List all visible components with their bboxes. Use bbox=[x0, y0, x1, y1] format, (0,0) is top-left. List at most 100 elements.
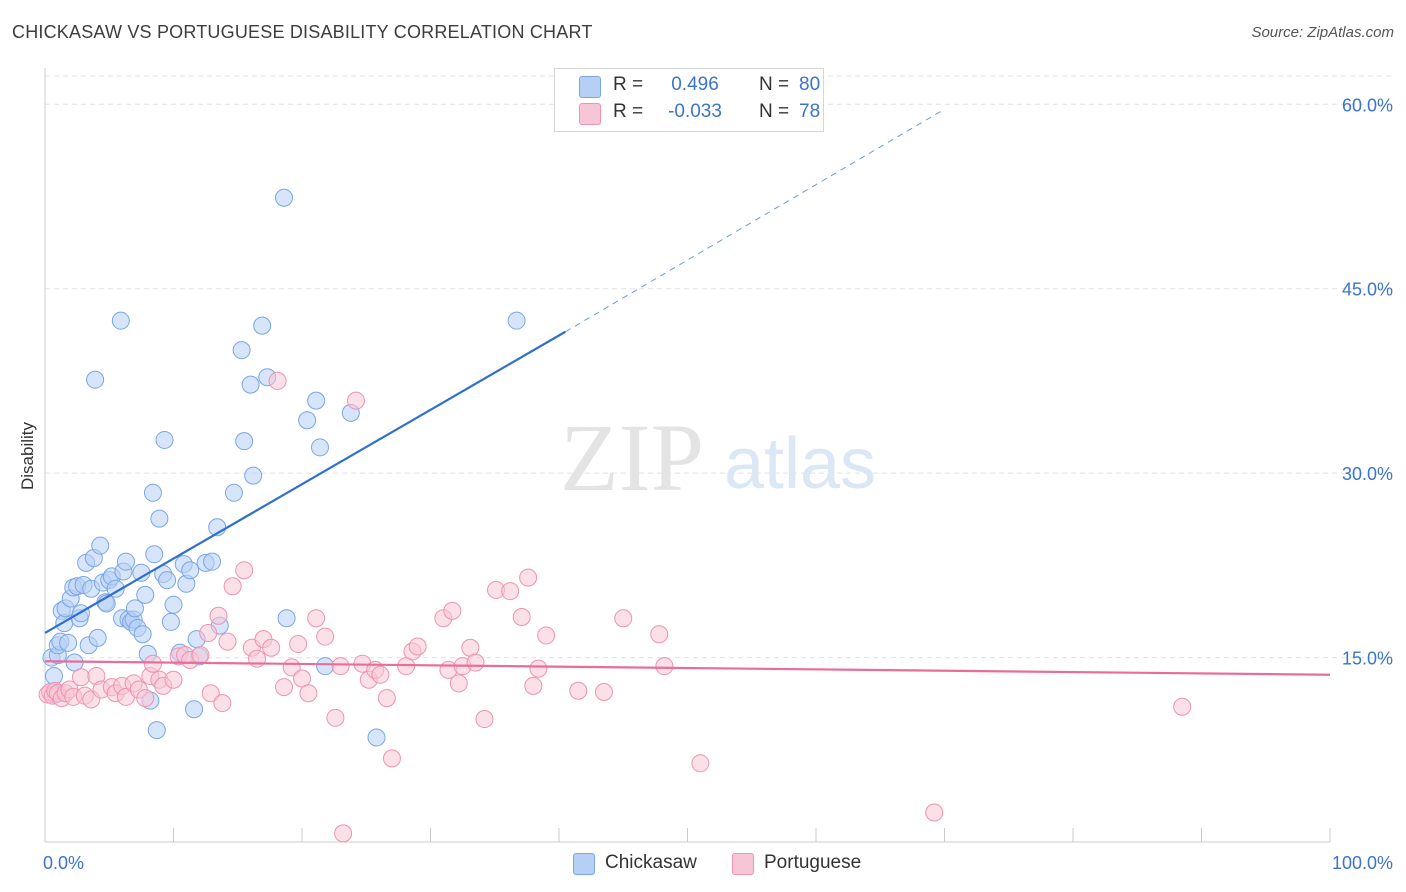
data-point-portuguese bbox=[524, 676, 543, 695]
data-point-portuguese bbox=[164, 670, 183, 689]
data-point-portuguese bbox=[136, 689, 155, 708]
data-point-portuguese bbox=[191, 646, 210, 665]
data-point-portuguese bbox=[299, 684, 318, 703]
r-value: 0.496 bbox=[671, 74, 719, 95]
r-label: R = bbox=[613, 101, 644, 122]
data-point-portuguese bbox=[475, 710, 494, 729]
data-point-chickasaw bbox=[181, 561, 200, 580]
data-point-chickasaw bbox=[203, 552, 222, 571]
data-point-chickasaw bbox=[164, 595, 183, 614]
data-point-chickasaw bbox=[298, 411, 317, 430]
stats-swatch-portuguese bbox=[579, 103, 601, 125]
data-point-portuguese bbox=[537, 626, 556, 645]
n-value: 78 bbox=[799, 101, 821, 122]
data-point-portuguese bbox=[248, 649, 267, 668]
data-point-portuguese bbox=[201, 684, 220, 703]
data-point-portuguese bbox=[268, 371, 287, 390]
data-point-chickasaw bbox=[133, 625, 152, 644]
watermark-zip: ZIP bbox=[560, 404, 704, 511]
stats-box: R = 0.496 N = 80 R = -0.033 N = 78 bbox=[554, 68, 824, 132]
data-point-chickasaw bbox=[59, 633, 78, 652]
data-point-chickasaw bbox=[116, 552, 135, 571]
r-label: R = bbox=[613, 74, 644, 95]
data-point-chickasaw bbox=[136, 585, 155, 604]
data-point-portuguese bbox=[512, 607, 531, 626]
data-point-portuguese bbox=[307, 609, 326, 628]
data-point-portuguese bbox=[143, 654, 162, 673]
data-point-portuguese bbox=[443, 601, 462, 620]
data-point-chickasaw bbox=[307, 391, 326, 410]
source-label: Source: ZipAtlas.com bbox=[1251, 24, 1394, 41]
data-point-chickasaw bbox=[275, 188, 294, 207]
tick-labels: 15.0% 30.0% 45.0% 60.0% 0.0% 100.0% bbox=[43, 95, 1393, 873]
legend-swatch-chickasaw bbox=[573, 853, 595, 875]
data-point-chickasaw bbox=[507, 311, 526, 330]
data-point-chickasaw bbox=[316, 657, 335, 676]
data-point-chickasaw bbox=[150, 509, 169, 528]
data-point-portuguese bbox=[691, 754, 710, 773]
data-point-portuguese bbox=[213, 694, 232, 713]
data-point-portuguese bbox=[334, 824, 353, 843]
data-points bbox=[38, 188, 1192, 843]
data-point-portuguese bbox=[650, 625, 669, 644]
trend-line-chickasaw bbox=[44, 330, 566, 634]
data-point-portuguese bbox=[519, 568, 538, 587]
trend-lines bbox=[44, 108, 1331, 676]
data-point-portuguese bbox=[569, 681, 588, 700]
legend-swatch-portuguese bbox=[732, 853, 754, 875]
data-point-portuguese bbox=[614, 609, 633, 628]
data-point-portuguese bbox=[262, 638, 281, 657]
data-point-portuguese bbox=[316, 627, 335, 646]
n-label: N = bbox=[759, 101, 790, 122]
legend-label-portuguese: Portuguese bbox=[764, 852, 862, 873]
r-value: -0.033 bbox=[668, 101, 722, 122]
data-point-chickasaw bbox=[235, 432, 254, 451]
data-point-portuguese bbox=[371, 665, 390, 684]
data-point-chickasaw bbox=[125, 599, 144, 618]
x-tick-label: 100.0% bbox=[1332, 853, 1393, 873]
data-point-chickasaw bbox=[147, 721, 166, 740]
y-tick-label: 60.0% bbox=[1342, 95, 1393, 115]
data-point-chickasaw bbox=[158, 571, 177, 590]
y-tick-label: 15.0% bbox=[1342, 649, 1393, 669]
watermark: ZIP atlas bbox=[560, 404, 876, 511]
stats-swatch-chickasaw bbox=[579, 76, 601, 98]
n-value: 80 bbox=[799, 74, 821, 95]
n-label: N = bbox=[759, 74, 790, 95]
data-point-portuguese bbox=[289, 635, 308, 654]
data-point-chickasaw bbox=[106, 579, 125, 598]
data-point-portuguese bbox=[529, 659, 548, 678]
y-tick-label: 30.0% bbox=[1342, 464, 1393, 484]
data-point-portuguese bbox=[223, 577, 242, 596]
data-point-chickasaw bbox=[310, 438, 329, 457]
data-point-portuguese bbox=[346, 391, 365, 410]
data-point-portuguese bbox=[275, 678, 294, 697]
data-point-chickasaw bbox=[155, 430, 174, 449]
data-point-chickasaw bbox=[367, 728, 386, 747]
data-point-chickasaw bbox=[86, 370, 105, 389]
data-point-portuguese bbox=[326, 708, 345, 727]
data-point-chickasaw bbox=[224, 483, 243, 502]
data-point-chickasaw bbox=[185, 700, 204, 719]
data-point-chickasaw bbox=[253, 316, 272, 335]
data-point-portuguese bbox=[449, 674, 468, 693]
data-point-chickasaw bbox=[232, 341, 251, 360]
watermark-atlas: atlas bbox=[724, 424, 876, 504]
data-point-portuguese bbox=[1173, 697, 1192, 716]
data-point-portuguese bbox=[466, 653, 485, 672]
y-axis-label: Disability bbox=[18, 421, 37, 491]
axes bbox=[44, 68, 1331, 843]
data-point-portuguese bbox=[218, 632, 237, 651]
data-point-chickasaw bbox=[111, 311, 130, 330]
data-point-portuguese bbox=[594, 682, 613, 701]
data-point-portuguese bbox=[382, 749, 401, 768]
data-point-portuguese bbox=[199, 623, 218, 642]
data-point-portuguese bbox=[331, 657, 350, 676]
data-point-chickasaw bbox=[241, 375, 260, 394]
data-point-chickasaw bbox=[277, 609, 296, 628]
data-point-chickasaw bbox=[88, 628, 107, 647]
data-point-portuguese bbox=[655, 657, 674, 676]
data-point-chickasaw bbox=[91, 536, 110, 555]
legend: Chickasaw Portuguese bbox=[0, 852, 1406, 878]
